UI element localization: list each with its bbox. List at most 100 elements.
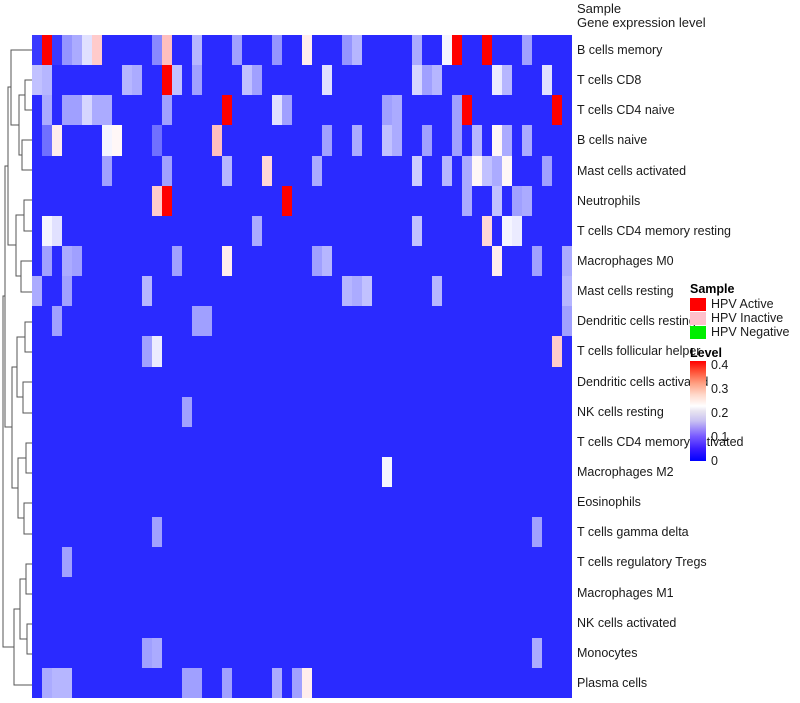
heatmap-cell: [172, 306, 182, 337]
heatmap-cell: [262, 245, 272, 277]
heatmap-cell: [262, 456, 272, 488]
heatmap-cell: [402, 667, 412, 698]
heatmap-cell: [322, 336, 332, 367]
heatmap-cell: [362, 215, 372, 246]
heatmap-cell: [552, 637, 562, 668]
heatmap-cell: [452, 276, 462, 307]
heatmap-cell: [422, 245, 432, 277]
heatmap-cell: [82, 336, 92, 367]
heatmap-cell: [212, 547, 222, 578]
heatmap-cell: [402, 276, 412, 307]
heatmap-cell: [32, 547, 42, 578]
heatmap-cell: [182, 125, 192, 156]
heatmap-cell: [392, 306, 402, 337]
heatmap-cell: [322, 35, 332, 66]
heatmap-cell: [412, 547, 422, 578]
heatmap-cell: [52, 276, 62, 307]
heatmap-cell: [162, 185, 172, 216]
heatmap-cell: [382, 366, 392, 397]
heatmap-cell: [222, 65, 232, 96]
heatmap-cell: [282, 245, 292, 277]
heatmap-cell: [412, 517, 422, 548]
heatmap-cell: [512, 667, 522, 698]
heatmap-cell: [92, 517, 102, 548]
heatmap-cell: [282, 336, 292, 367]
heatmap-cell: [552, 125, 562, 156]
heatmap-cell: [522, 607, 532, 638]
heatmap-cell: [392, 185, 402, 216]
heatmap-cell: [482, 637, 492, 668]
heatmap-cell: [62, 306, 72, 337]
heatmap-cell: [222, 35, 232, 66]
heatmap-cell: [312, 276, 322, 307]
heatmap-cell: [252, 306, 262, 337]
heatmap-cell: [382, 35, 392, 66]
heatmap-cell: [292, 125, 302, 156]
heatmap-cell: [42, 607, 52, 638]
heatmap-cell: [372, 155, 382, 186]
heatmap-cell: [342, 667, 352, 698]
heatmap-cell: [182, 456, 192, 488]
heatmap-cell: [502, 456, 512, 488]
heatmap-cell: [262, 185, 272, 216]
heatmap-cell: [132, 396, 142, 427]
heatmap-cell: [102, 577, 112, 608]
heatmap-cell: [32, 607, 42, 638]
heatmap-cell: [512, 577, 522, 608]
heatmap-cell: [542, 577, 552, 608]
heatmap-cell: [152, 366, 162, 397]
row-label: Monocytes: [577, 645, 638, 660]
heatmap-cell: [42, 547, 52, 578]
row-label: T cells CD8: [577, 73, 642, 88]
heatmap-cell: [332, 125, 342, 156]
heatmap-cell: [362, 366, 372, 397]
heatmap-cell: [492, 456, 502, 488]
heatmap-cell: [282, 125, 292, 156]
heatmap-cell: [102, 95, 112, 126]
heatmap-cell: [492, 306, 502, 337]
heatmap-cell: [312, 35, 322, 66]
heatmap-cell: [332, 517, 342, 548]
heatmap-cell: [222, 366, 232, 397]
heatmap-cell: [562, 306, 572, 337]
heatmap-cell: [432, 125, 442, 156]
heatmap-cell: [512, 456, 522, 488]
heatmap-cell: [482, 155, 492, 186]
heatmap-cell: [152, 65, 162, 96]
heatmap-cell: [132, 65, 142, 96]
heatmap-cell: [222, 607, 232, 638]
heatmap-cell: [332, 637, 342, 668]
heatmap-cell: [312, 306, 322, 337]
heatmap-cell: [122, 125, 132, 156]
heatmap-cell: [292, 667, 302, 698]
heatmap-cell: [62, 65, 72, 96]
heatmap-cell: [552, 487, 562, 518]
heatmap-cell: [292, 276, 302, 307]
heatmap-cell: [332, 35, 342, 66]
legend-swatch: [690, 311, 706, 325]
heatmap-cell: [72, 185, 82, 216]
heatmap-cell: [232, 35, 242, 66]
heatmap-cell: [182, 517, 192, 548]
heatmap-cell: [382, 125, 392, 156]
heatmap-cell: [522, 65, 532, 96]
heatmap-cell: [192, 215, 202, 246]
heatmap-cell: [172, 95, 182, 126]
heatmap-cell: [302, 35, 312, 66]
heatmap-cell: [542, 155, 552, 186]
heatmap-cell: [502, 306, 512, 337]
heatmap-cell: [122, 65, 132, 96]
heatmap-cell: [542, 35, 552, 66]
heatmap-cell: [552, 517, 562, 548]
heatmap-cell: [262, 667, 272, 698]
heatmap-cell: [412, 396, 422, 427]
heatmap-cell: [352, 306, 362, 337]
heatmap-cell: [142, 306, 152, 337]
heatmap-cell: [32, 215, 42, 246]
heatmap-cell: [92, 487, 102, 518]
heatmap-cell: [362, 547, 372, 578]
heatmap-cell: [402, 95, 412, 126]
heatmap-cell: [432, 607, 442, 638]
heatmap-cell: [432, 396, 442, 427]
heatmap-cell: [192, 245, 202, 277]
